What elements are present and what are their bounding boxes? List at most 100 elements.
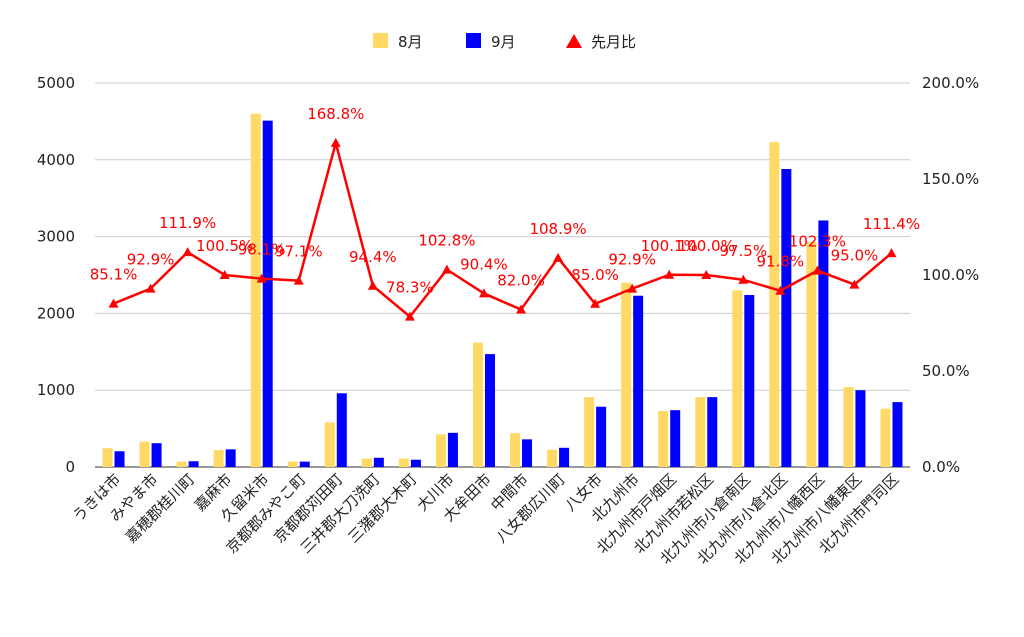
bar-aug [584, 397, 595, 467]
ratio-data-label: 82.0% [497, 272, 545, 290]
bar-aug [732, 290, 743, 467]
bar-aug [806, 241, 817, 467]
legend-item-aug: 8月 [373, 33, 423, 51]
ratio-line [113, 141, 893, 318]
bar-sep [410, 459, 421, 467]
bar-aug [398, 458, 409, 467]
ratio-data-label: 97.1% [275, 243, 323, 261]
bar-aug [547, 449, 558, 467]
ratio-marker [367, 280, 378, 290]
ratio-data-label: 98.1% [238, 241, 286, 259]
y-right-tick-label: 100.0% [922, 266, 979, 284]
bar-sep [707, 397, 718, 467]
bar-sep [596, 406, 607, 467]
ratio-data-label: 85.1% [90, 266, 138, 284]
legend-label-sep: 9月 [491, 33, 516, 51]
y-left-tick-label: 2000 [37, 304, 75, 322]
y-right-tick-label: 150.0% [922, 170, 979, 188]
bar-sep [114, 451, 125, 467]
bar-aug [695, 397, 706, 467]
bar-sep [151, 443, 162, 467]
ratio-data-label: 78.3% [386, 279, 434, 297]
ratio-data-label: 111.9% [159, 214, 216, 232]
ratio-marker [219, 270, 230, 279]
bar-sep [522, 439, 533, 467]
legend-label-ratio: 先月比 [591, 33, 636, 51]
legend-swatch-aug [373, 33, 388, 48]
ratio-marker [627, 283, 638, 293]
bar-sep [744, 294, 755, 467]
bar-sep [559, 447, 570, 467]
bar-sep [818, 220, 829, 467]
bar-aug [287, 461, 298, 467]
y-left-tick-label: 0 [65, 458, 75, 476]
ratio-data-label: 85.0% [571, 266, 619, 284]
bar-aug [435, 434, 446, 467]
ratio-data-label: 108.9% [529, 220, 586, 238]
ratio-marker [553, 252, 564, 262]
ratio-marker [256, 273, 267, 283]
bar-sep [484, 354, 495, 467]
bar-sep [781, 169, 792, 468]
ratio-data-label: 97.5% [719, 242, 767, 260]
bar-sep [188, 461, 199, 467]
bar-aug [324, 422, 335, 467]
ratio-data-label: 100.1% [641, 237, 698, 255]
ratio-data-label: 168.8% [307, 105, 364, 123]
legend-item-sep: 9月 [466, 33, 516, 51]
legend-item-ratio: 先月比 [566, 33, 636, 51]
bar-sep [855, 390, 866, 467]
bar-sep [670, 410, 681, 467]
ratio-marker [478, 288, 489, 298]
legend: 8月 9月 先月比 [373, 33, 636, 51]
bar-sep [262, 120, 273, 467]
bar-sep [373, 457, 384, 467]
y-right-tick-label: 0.0% [922, 458, 960, 476]
bar-aug [361, 458, 372, 467]
ratio-data-label: 90.4% [460, 255, 508, 273]
ratio-data-label: 111.4% [863, 215, 920, 233]
ratio-data-label: 94.4% [349, 248, 397, 266]
ratio-marker [108, 298, 119, 308]
bar-aug [621, 282, 632, 467]
bar-sep [225, 449, 236, 467]
bar-aug [472, 342, 483, 467]
ratio-marker [701, 270, 712, 279]
ratio-marker [145, 283, 156, 293]
ratio-data-label: 91.8% [757, 253, 805, 271]
ratio-data-label: 92.9% [127, 251, 175, 269]
ratio-marker [738, 274, 749, 284]
bar-aug [510, 433, 521, 467]
ratio-data-label: 102.3% [789, 233, 846, 251]
bar-aug [250, 113, 261, 467]
ratio-data-label: 95.0% [831, 247, 879, 265]
ratio-marker [516, 304, 527, 314]
bar-sep [299, 461, 310, 467]
bar-sep [336, 393, 347, 467]
ratio-marker [293, 275, 304, 285]
axes: 0 1000 2000 3000 4000 5000 0.0% 50.0% 100.0% 150.… [37, 74, 979, 568]
legend-label-aug: 8月 [398, 33, 423, 51]
ratio-marker [330, 137, 341, 147]
ratio-marker [886, 248, 897, 258]
ratio-marker [404, 311, 415, 321]
ratio-marker [441, 264, 452, 274]
legend-swatch-sep [466, 33, 481, 48]
y-left-tick-label: 4000 [37, 151, 75, 169]
y-left-tick-label: 1000 [37, 381, 75, 399]
ratio-marker [775, 285, 786, 295]
bar-aug [139, 441, 150, 467]
y-left-tick-label: 5000 [37, 74, 75, 92]
bar-aug [843, 387, 854, 467]
y-left-tick-label: 3000 [37, 228, 75, 246]
ratio-marker [590, 298, 601, 308]
ratio-data-label: 100.5% [196, 237, 253, 255]
bar-sep [447, 432, 458, 467]
bar-aug [880, 408, 891, 467]
ratio-data-label: 100.0% [678, 237, 735, 255]
ratio-data-label: 102.8% [418, 232, 475, 250]
bar-sep [633, 295, 644, 467]
ratio-marker [849, 279, 860, 289]
ratio-marker [182, 247, 193, 257]
